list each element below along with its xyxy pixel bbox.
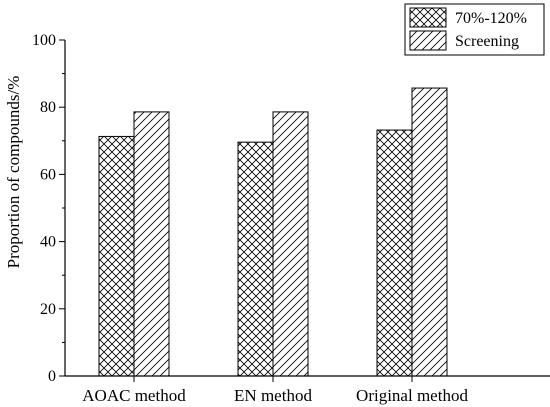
- y-tick-label: 60: [40, 166, 56, 183]
- legend-label-range: 70%-120%: [455, 10, 527, 27]
- axes: [59, 39, 550, 382]
- bar-range-2: [376, 129, 413, 377]
- y-tick-label: 80: [40, 99, 56, 116]
- legend-label-screening: Screening: [455, 33, 519, 50]
- bar-range-0: [98, 135, 135, 377]
- y-tick-label: 0: [48, 368, 56, 385]
- legend-swatch-range: [409, 7, 447, 28]
- legend: 70%-120% Screening: [404, 3, 545, 56]
- x-category-label: EN method: [234, 386, 312, 405]
- bar-screening-1: [272, 111, 309, 377]
- y-tick-label: 40: [40, 234, 56, 251]
- legend-swatch-screening: [409, 30, 447, 51]
- bar-screening-2: [411, 87, 448, 377]
- bar-range-1: [237, 141, 274, 377]
- x-category-label: Original method: [356, 386, 468, 405]
- x-category-label: AOAC method: [82, 386, 186, 405]
- labels: 0 20 40 60 80 100 AOAC method EN method Original…: [32, 32, 468, 405]
- bars: [98, 87, 448, 377]
- y-axis-title: Proportion of compounds/%: [4, 76, 23, 269]
- y-tick-label: 20: [40, 301, 56, 318]
- bar-screening-0: [133, 111, 170, 377]
- y-tick-label: 100: [32, 32, 56, 49]
